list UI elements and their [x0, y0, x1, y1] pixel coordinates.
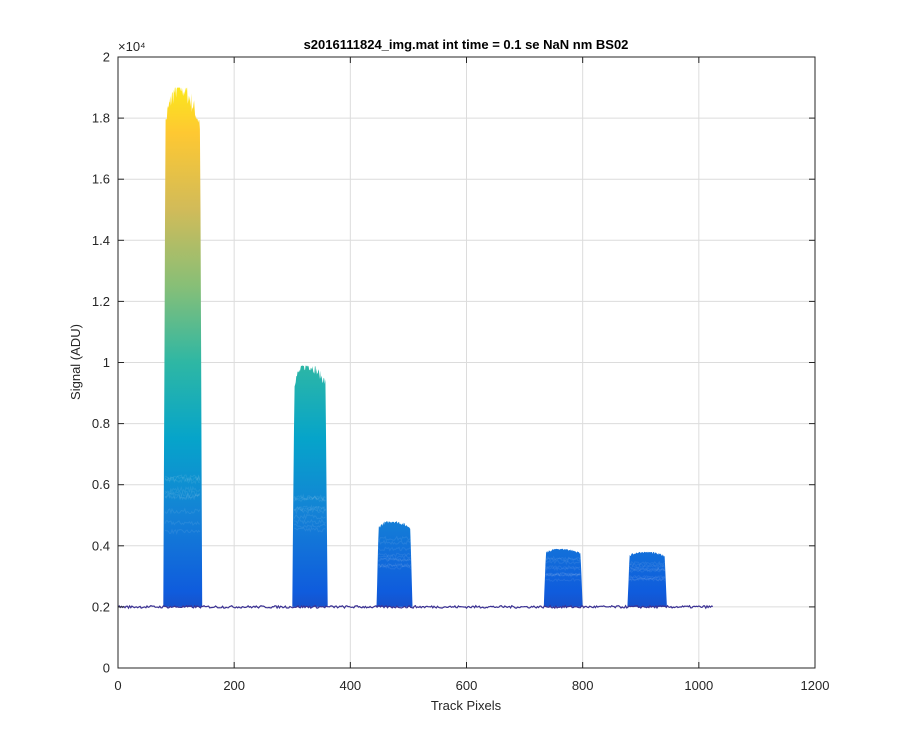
y-tick-label: 0.4	[92, 538, 110, 553]
signal-trace	[293, 495, 326, 502]
signal-trace	[628, 564, 666, 570]
signal-trace	[377, 557, 412, 563]
y-tick-label: 0	[103, 661, 110, 676]
signal-trace	[629, 560, 666, 566]
signal-trace	[545, 572, 581, 577]
signal-trace	[164, 474, 201, 484]
signal-trace	[377, 546, 411, 552]
x-tick-label: 200	[223, 678, 245, 693]
x-tick-label: 0	[114, 678, 121, 693]
ticks	[117, 56, 816, 669]
grid	[118, 57, 815, 668]
signal-trace	[165, 492, 200, 501]
signal-trace	[628, 567, 666, 572]
signal-trace	[378, 562, 412, 568]
signal-trace	[164, 520, 201, 526]
signal-trace	[545, 560, 581, 565]
signal-trace	[293, 522, 326, 529]
baseline-trace	[118, 604, 713, 610]
signal-trace	[545, 572, 581, 576]
signal-trace	[293, 504, 326, 513]
signal-trace	[293, 493, 326, 502]
signal-trace	[545, 557, 581, 563]
y-axis-label: Signal (ADU)	[68, 324, 83, 400]
x-tick-label: 400	[339, 678, 361, 693]
signal-trace	[628, 574, 666, 579]
signal-trace	[293, 518, 326, 525]
signal-trace	[164, 485, 201, 494]
signal-trace	[545, 565, 581, 570]
signal-trace	[545, 555, 581, 562]
signal-trace	[294, 505, 326, 512]
y-tick-label: 1.6	[92, 172, 110, 187]
signal-trace	[628, 567, 666, 572]
signal-trace	[377, 565, 412, 570]
signal-trace	[545, 578, 581, 583]
x-axis-label: Track Pixels	[431, 698, 502, 713]
signal-trace	[377, 539, 412, 546]
y-tick-label: 1.2	[92, 294, 110, 309]
signal-trace	[377, 562, 411, 569]
signal-trace	[628, 577, 666, 582]
x-tick-label: 1000	[684, 678, 713, 693]
chart-title: s2016111824_img.mat int time = 0.1 se Na…	[304, 37, 629, 52]
signal-trace	[545, 572, 581, 578]
tick-labels: 0 200 400 600 800 1000 1200 0 0.2 0.4 0.6 0.8 1 1.2 1.…	[92, 50, 830, 694]
signal-trace	[293, 513, 326, 521]
y-tick-label: 1.8	[92, 111, 110, 126]
signal-band	[627, 551, 667, 607]
signal-trace	[628, 568, 666, 573]
x-tick-label: 1200	[801, 678, 830, 693]
signal-trace	[628, 562, 666, 568]
signal-trace	[378, 554, 412, 560]
y-tick-label: 2	[103, 50, 110, 65]
signal-trace	[164, 491, 201, 501]
signal-trace	[164, 474, 201, 482]
y-axis-exponent: ×10⁴	[118, 39, 146, 54]
signal-band	[292, 365, 328, 607]
signal-band	[376, 521, 413, 607]
y-tick-label: 0.8	[92, 416, 110, 431]
y-tick-label: 0.6	[92, 477, 110, 492]
signal-trace	[294, 507, 326, 515]
signal-band	[163, 87, 203, 607]
signal-trace	[378, 557, 411, 562]
signal-trace	[164, 507, 201, 515]
signal-bands	[118, 87, 713, 610]
signal-trace	[293, 527, 326, 533]
signal-trace	[628, 577, 666, 582]
signal-trace	[378, 535, 411, 542]
signal-trace	[164, 528, 201, 535]
y-tick-label: 1.4	[92, 233, 110, 248]
x-tick-label: 800	[572, 678, 594, 693]
x-tick-label: 600	[456, 678, 478, 693]
y-tick-label: 0.2	[92, 599, 110, 614]
y-tick-label: 1	[103, 355, 110, 370]
signal-trace	[545, 566, 581, 572]
signal-trace	[545, 573, 581, 578]
signal-trace	[293, 495, 326, 503]
signal-trace	[164, 476, 201, 485]
signal-trace	[377, 552, 411, 558]
signal-band	[543, 548, 583, 607]
signal-trace	[628, 576, 666, 580]
signal-trace	[164, 490, 201, 498]
